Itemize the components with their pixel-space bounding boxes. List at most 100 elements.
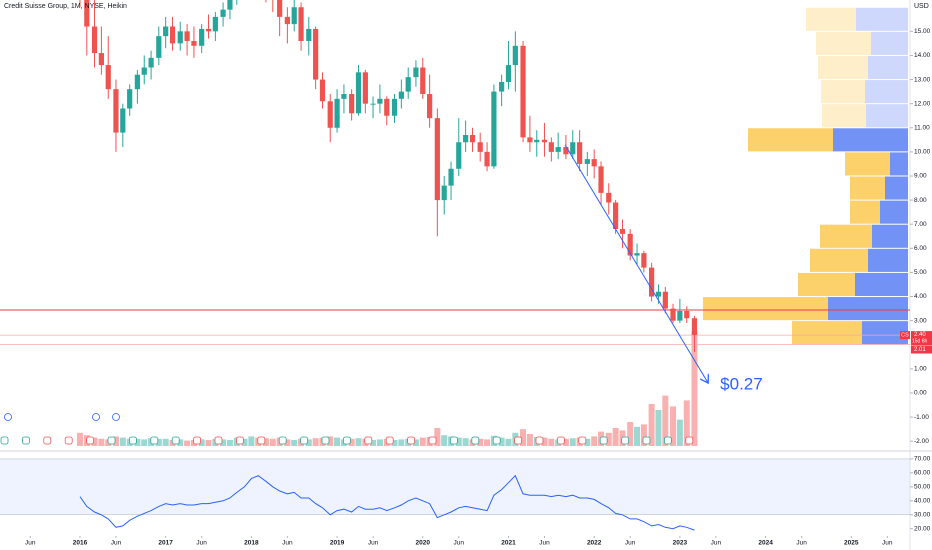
candle-body (91, 26, 98, 54)
volume-bar (683, 400, 690, 446)
low-tag (911, 345, 932, 354)
candle-body (355, 72, 362, 114)
volume-bar (584, 438, 591, 446)
volume-bar (177, 439, 184, 446)
volume-bar (648, 404, 655, 446)
dividend-icon (4, 413, 12, 421)
candle-body (384, 98, 390, 116)
candle-body (491, 91, 497, 167)
volume-bar (119, 437, 126, 446)
profile-up (850, 176, 885, 200)
candle-body (141, 67, 147, 75)
rsi-tick-label: 40.00 (914, 498, 931, 505)
x-tick-label: Jun (711, 540, 722, 547)
event-icon (342, 436, 351, 445)
candle-body (113, 89, 119, 133)
x-tick-label: Jun (796, 540, 807, 547)
volume-bar (355, 438, 362, 446)
profile-down (856, 7, 908, 31)
x-tick-label: 2019 (330, 540, 345, 547)
volume-bar (376, 439, 383, 446)
candle-body (169, 26, 176, 44)
x-tick-label: Jun (454, 540, 465, 547)
candle-body (184, 31, 190, 41)
profile-up (850, 200, 880, 224)
y-tick-label: 13.00 (914, 76, 931, 83)
volume-bar (76, 432, 83, 446)
candle-body (606, 192, 612, 203)
event-icon (150, 436, 159, 445)
event-icon (171, 436, 180, 445)
volume-bar (269, 438, 276, 446)
volume-bar (634, 426, 641, 446)
profile-up (798, 272, 855, 297)
volume-bar (98, 438, 105, 446)
volume-bar (640, 424, 647, 446)
candle-body (134, 74, 140, 90)
profile-up (818, 55, 868, 80)
profile-down (885, 176, 908, 200)
candle-body (655, 291, 662, 297)
candle-body (405, 77, 411, 92)
event-icon (364, 436, 373, 445)
profile-up (806, 7, 856, 31)
candle-body (598, 166, 604, 193)
candle-body (413, 67, 419, 78)
y-tick-label: -1.00 (914, 414, 929, 421)
profile-down (880, 200, 908, 224)
profile-down (868, 55, 908, 80)
volume-bar (284, 439, 291, 446)
candle-body (227, 0, 233, 10)
volume-bar (548, 438, 555, 446)
volume-bar (412, 439, 419, 446)
candle-body (670, 308, 676, 321)
x-tick-label: 2025 (844, 540, 859, 547)
main-pane (0, 0, 910, 446)
profile-down (871, 31, 908, 55)
event-icon (214, 436, 223, 445)
rsi-line (79, 474, 695, 531)
event-icon (300, 436, 309, 445)
y-tick-label: 14.00 (914, 52, 931, 59)
volume-bar (627, 422, 634, 446)
y-tick-label: 15.00 (914, 28, 931, 35)
y-tick-label: 11.00 (914, 124, 930, 131)
candle-body (619, 229, 626, 234)
volume-bar (670, 406, 677, 446)
rsi-tick-label: 70.00 (914, 456, 931, 463)
y-tick-label: 6.00 (914, 245, 927, 252)
event-icon (621, 436, 629, 445)
volume-bar (220, 439, 227, 446)
x-tick-label: Jun (539, 540, 550, 547)
event-icon (535, 436, 544, 445)
candle-body (677, 310, 683, 321)
profile-up (820, 224, 872, 248)
chart-title: Credit Suisse Group, 1M, NYSE, Heikin (4, 3, 127, 10)
y-tick-label: 1.00 (914, 366, 927, 373)
rsi-band (0, 458, 910, 515)
event-icon (428, 436, 437, 445)
event-icon (642, 436, 651, 445)
x-tick-label: 2020 (416, 540, 431, 547)
candle-body (634, 253, 640, 256)
event-icon (321, 436, 330, 445)
candle-body (527, 137, 533, 143)
candle-body (420, 67, 426, 95)
event-icon (471, 436, 480, 445)
volume-bar (305, 439, 312, 446)
event-icon (235, 436, 244, 445)
volume-bar (655, 410, 662, 446)
volume-bar (334, 437, 341, 446)
volume-bar (434, 428, 441, 446)
candle-body (349, 94, 355, 114)
volume-bar (155, 438, 162, 446)
y-tick-label: 10.00 (914, 149, 931, 156)
event-icon (86, 436, 94, 445)
volume-bar (348, 438, 355, 446)
candle-body (84, 0, 90, 27)
candle-body (649, 267, 655, 297)
volume-bar (455, 437, 462, 446)
candle-body (163, 26, 169, 37)
profile-down (872, 224, 908, 248)
volume-bar (91, 437, 98, 446)
